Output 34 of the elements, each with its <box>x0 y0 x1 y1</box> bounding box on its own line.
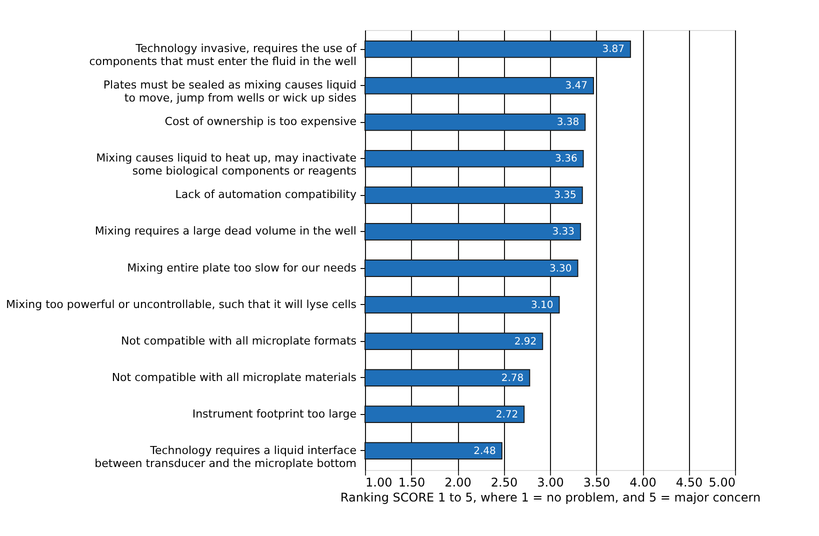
data-label: 3.30 <box>549 263 572 274</box>
x-tick-label: 2.00 <box>444 476 472 490</box>
data-label: 2.92 <box>514 336 537 348</box>
y-tick-label: Instrument footprint too large <box>192 407 357 420</box>
y-tick-label: Mixing causes liquid to heat up, may inactivate some biological components or reagents <box>96 152 357 178</box>
data-label: 3.38 <box>556 117 580 128</box>
data-label: 2.72 <box>496 409 518 420</box>
data-label: 3.35 <box>554 190 576 202</box>
data-label: 2.48 <box>474 446 496 457</box>
x-tick-label: 1.00 <box>366 476 392 490</box>
y-tick-label: Mixing too powerful or uncontrollable, such that it will lyse cells <box>6 298 357 311</box>
y-tick-label: Mixing requires a large dead volume in the well <box>94 224 356 238</box>
y-tick-label: Technology requires a liquid interface between transducer and the microplate bottom <box>94 444 357 470</box>
y-tick-label: Mixing entire plate too slow for our needs <box>127 261 357 274</box>
y-tick-label: Technology invasive, requires the use of components that must enter the fluid in the well <box>89 42 358 68</box>
data-label: 3.10 <box>530 300 554 311</box>
y-tick-label: Cost of ownership is too expensive <box>164 115 357 128</box>
x-tick-label: 3.50 <box>583 476 610 490</box>
data-label: 3.36 <box>555 154 578 165</box>
x-axis-title: Ranking SCORE 1 to 5, where 1 = no problem, and 5 = major concern <box>340 490 761 504</box>
y-tick-label: Not compatible with all microplate materials <box>112 370 357 384</box>
x-tick-label: 3.00 <box>537 476 564 490</box>
data-label: 3.47 <box>565 80 588 92</box>
x-tick-label: 5.00 <box>708 476 736 490</box>
data-label: 3.33 <box>552 226 575 238</box>
data-label: 3.87 <box>602 44 624 56</box>
y-tick-label: Not compatible with all microplate formats <box>121 334 357 348</box>
y-tick-label: Lack of automation compatibility <box>175 188 357 202</box>
y-tick-label: Plates must be sealed as mixing causes liquid to move, jump from wells or wick up sides <box>103 78 357 105</box>
x-tick-label: 2.50 <box>490 476 518 490</box>
data-label: 2.78 <box>501 372 524 384</box>
x-tick-label: 1.50 <box>398 476 426 490</box>
x-tick-label: 4.00 <box>630 476 656 490</box>
x-tick-label: 4.50 <box>676 476 703 490</box>
